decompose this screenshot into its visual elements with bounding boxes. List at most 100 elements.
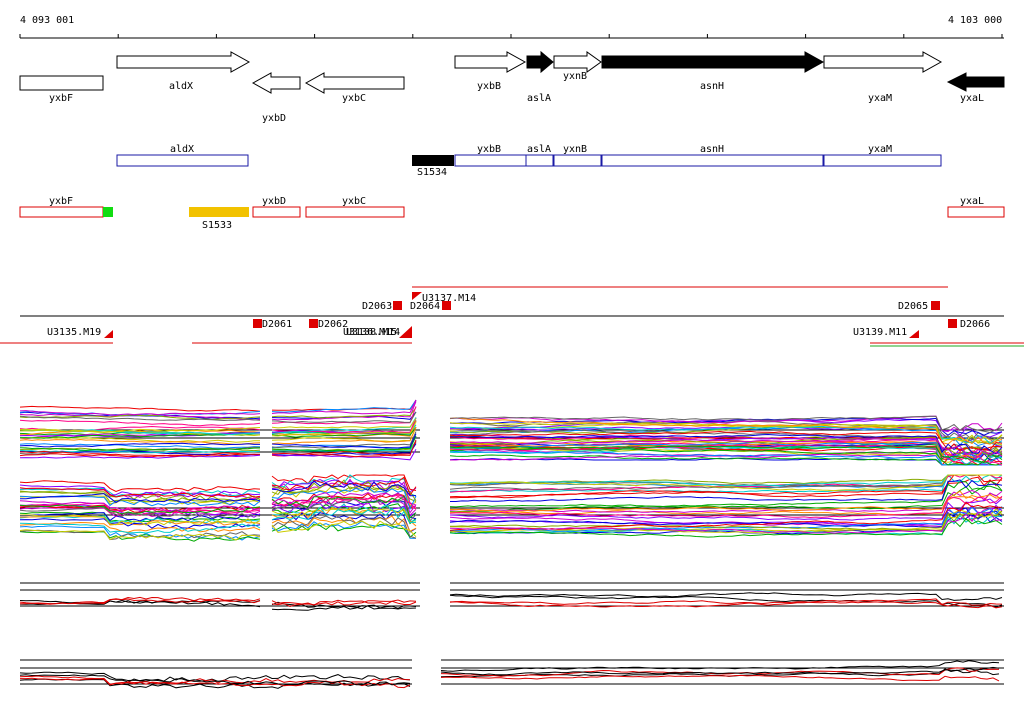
gene <box>454 51 527 73</box>
expression-trace <box>19 414 261 421</box>
gene-label: aldX <box>169 81 193 92</box>
promoter <box>104 330 113 338</box>
gene-track: yxbF aldX yxbD yxbC yxbB aslA yxnB asnH … <box>19 50 1005 124</box>
expression-trace <box>449 507 1003 528</box>
expression-trace <box>449 436 1003 456</box>
expression-trace <box>19 484 261 498</box>
expression-trace <box>440 666 1000 676</box>
gene-label: yxbB <box>477 81 501 92</box>
expression-trace <box>449 454 1002 466</box>
expression-trace <box>449 417 1003 445</box>
expression-trace <box>449 474 1002 487</box>
terminator <box>253 319 262 328</box>
terminator <box>442 301 451 310</box>
gene-label: yxaM <box>868 93 892 104</box>
expression-trace <box>449 474 1002 492</box>
expression-trace <box>449 506 1003 528</box>
gene <box>601 51 825 73</box>
expression-trace <box>449 445 1003 463</box>
site-label: U3138.M14 <box>346 327 400 338</box>
axis-start: 4 093 001 <box>20 15 74 26</box>
site-track: U3135.M19 D2061 D2062 U3136.M15 U3138.M1… <box>0 286 1024 347</box>
expression-trace <box>440 674 1000 682</box>
expression-trace <box>449 594 1003 608</box>
expression-trace <box>271 478 417 493</box>
expression-trace <box>271 523 417 539</box>
expression-trace <box>271 520 417 538</box>
expression-trace <box>19 442 260 448</box>
promoter <box>399 326 412 338</box>
operon <box>412 155 454 166</box>
expression-trace <box>19 419 261 427</box>
terminator <box>931 301 940 310</box>
expression-trace <box>19 506 261 519</box>
gene-label: asnH <box>700 81 724 92</box>
expression-trace <box>19 500 261 512</box>
feature-label: yxaL <box>960 196 984 207</box>
expression-trace <box>19 443 261 449</box>
expression-trace <box>19 674 411 683</box>
expression-trace <box>271 421 417 437</box>
operon-label: aldX <box>170 144 194 155</box>
gene-label: yxaL <box>960 93 984 104</box>
site-label: D2062 <box>318 319 348 330</box>
gene <box>304 72 405 94</box>
gene <box>251 72 301 94</box>
expression-trace <box>449 514 1003 536</box>
operon-label: yxbB <box>477 144 501 155</box>
expression-trace <box>449 437 1003 457</box>
expression-trace <box>449 517 1003 538</box>
operon <box>454 154 527 167</box>
expression-trace <box>19 454 261 459</box>
expression-trace <box>271 417 417 434</box>
expression-trace <box>19 512 261 522</box>
expression-trace <box>449 430 1003 451</box>
site-label: U3139.M11 <box>853 327 907 338</box>
gene-label: yxnB <box>563 71 587 82</box>
gene-label: yxbF <box>49 93 73 104</box>
expression-trace <box>450 510 1003 532</box>
feature-label: S1533 <box>202 220 232 231</box>
expression-trace <box>19 436 261 443</box>
gene <box>116 51 251 73</box>
operon-label: yxaM <box>868 144 892 155</box>
expression-trace <box>20 433 261 439</box>
expression-trace <box>271 449 417 461</box>
site-label: U3135.M19 <box>47 327 101 338</box>
expression-trace <box>19 514 261 526</box>
promoter <box>909 330 919 338</box>
expression-trace <box>271 511 417 533</box>
gene-label: yxbD <box>262 113 286 124</box>
axis-end: 4 103 000 <box>948 15 1002 26</box>
expression-trace <box>449 485 1003 510</box>
gene <box>553 51 602 73</box>
expression-trace <box>272 439 417 458</box>
expression-trace <box>271 495 417 519</box>
expression-trace <box>449 445 1003 466</box>
expression-trace <box>449 474 1002 499</box>
gene <box>946 72 1005 92</box>
terminator <box>309 319 318 328</box>
expression-trace <box>449 511 1003 534</box>
expression-trace <box>271 433 417 449</box>
expression-trace <box>449 450 1002 466</box>
expression-trace <box>271 431 417 449</box>
expression-trace <box>19 427 261 434</box>
expression-trace <box>449 600 1003 609</box>
expression-trace <box>271 605 417 611</box>
expression-trace <box>19 521 261 533</box>
expression-trace <box>449 474 1002 488</box>
feature <box>19 206 104 218</box>
site-label: D2064 <box>410 301 440 312</box>
expression-trace <box>19 487 261 498</box>
operon <box>525 154 554 167</box>
expression-trace <box>449 480 1003 513</box>
expression-trace <box>19 525 261 541</box>
gene <box>526 50 554 74</box>
expression-trace <box>19 504 261 515</box>
expression-trace <box>449 495 1003 519</box>
expression-trace <box>449 474 1002 485</box>
feature-label: yxbF <box>49 196 73 207</box>
expression-trace <box>449 422 1003 444</box>
